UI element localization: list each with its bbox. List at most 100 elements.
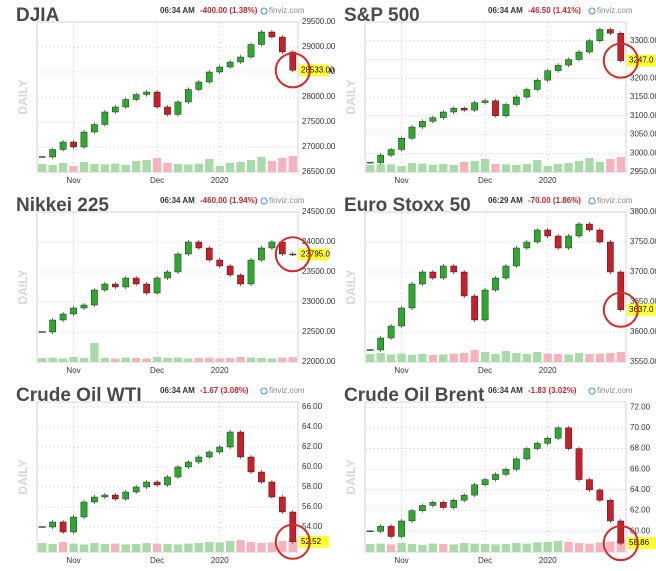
y-tick-label: 3050.00 bbox=[630, 130, 656, 139]
volume-bar bbox=[58, 358, 68, 362]
candle bbox=[471, 102, 478, 111]
candle bbox=[143, 283, 150, 294]
candle bbox=[111, 494, 119, 500]
volume-bar bbox=[58, 542, 68, 552]
candle bbox=[143, 91, 150, 95]
x-tick-label: Nov bbox=[394, 176, 408, 185]
volume-bar bbox=[225, 163, 235, 172]
volume-bar bbox=[418, 544, 427, 552]
candle bbox=[237, 431, 244, 458]
candle bbox=[268, 481, 276, 498]
candle bbox=[513, 247, 520, 267]
time: 06:34 AM bbox=[488, 386, 523, 395]
source-icon bbox=[260, 7, 268, 15]
volume-bar bbox=[397, 543, 406, 552]
candle bbox=[164, 476, 171, 486]
volume-bar bbox=[522, 164, 531, 172]
volume-bar bbox=[236, 162, 245, 172]
volume-bar bbox=[386, 544, 396, 552]
volume-bar bbox=[553, 164, 563, 172]
y-axis-title: DAILY bbox=[344, 80, 358, 115]
volume-bar bbox=[173, 544, 183, 552]
last-price: 3637.0 bbox=[629, 305, 654, 314]
volume-bar bbox=[595, 542, 605, 552]
candle bbox=[533, 443, 541, 449]
candle bbox=[101, 283, 109, 291]
x-tick-label: Dec bbox=[478, 556, 492, 565]
volume-bar bbox=[90, 164, 99, 172]
volume-bar bbox=[512, 165, 521, 172]
last-price-box bbox=[299, 535, 329, 548]
volume-bar bbox=[79, 162, 89, 172]
panel-title: S&P 500 bbox=[344, 5, 420, 26]
candle bbox=[80, 304, 88, 309]
y-axis-title: DAILY bbox=[16, 270, 30, 305]
volume-bar bbox=[564, 542, 573, 552]
y-tick-label: 58.00 bbox=[302, 482, 323, 491]
volume-bar bbox=[205, 542, 214, 552]
candle bbox=[398, 307, 405, 327]
candle bbox=[481, 479, 489, 485]
candle bbox=[153, 481, 161, 486]
volume-bar bbox=[386, 164, 396, 172]
volume-bar bbox=[215, 358, 224, 362]
volume-bar bbox=[257, 358, 266, 362]
candle bbox=[460, 271, 468, 297]
source-icon bbox=[588, 197, 596, 205]
candle bbox=[226, 61, 234, 68]
change: -70.00 (1.86%) bbox=[528, 196, 581, 205]
candle bbox=[132, 486, 140, 493]
volume-bar bbox=[418, 163, 427, 172]
candle bbox=[247, 44, 255, 58]
y-tick-label: 56.00 bbox=[302, 502, 323, 511]
volume-bar bbox=[121, 544, 130, 552]
candle bbox=[617, 520, 625, 544]
y-tick-label: 3000.00 bbox=[630, 148, 656, 157]
volume-bar bbox=[58, 163, 68, 172]
last-price: 28533.00 bbox=[301, 65, 335, 74]
candle bbox=[513, 96, 520, 105]
candle bbox=[247, 259, 255, 285]
y-tick-label: 23000.00 bbox=[302, 297, 336, 306]
candle bbox=[544, 229, 552, 237]
candle bbox=[59, 521, 67, 533]
volume-bar bbox=[533, 160, 542, 172]
y-tick-label: 66.00 bbox=[302, 402, 323, 411]
y-tick-label: 68.00 bbox=[630, 444, 651, 453]
volume-bar bbox=[100, 358, 110, 362]
volume-bar bbox=[163, 358, 172, 362]
candle bbox=[408, 510, 416, 522]
volume-bar bbox=[460, 543, 469, 552]
candle bbox=[216, 446, 224, 453]
candle bbox=[195, 81, 203, 90]
x-tick-label: Dec bbox=[150, 556, 164, 565]
y-tick-label: 2950.00 bbox=[630, 167, 656, 176]
volume-bar bbox=[428, 164, 438, 172]
candle bbox=[205, 71, 213, 83]
last-price-box bbox=[627, 537, 656, 550]
volume-bar bbox=[205, 159, 214, 172]
volume-bar bbox=[407, 544, 417, 552]
volume-bar bbox=[225, 541, 235, 552]
volume-bar bbox=[246, 542, 256, 552]
volume-bar bbox=[38, 543, 47, 552]
candle bbox=[59, 313, 67, 321]
candle bbox=[439, 111, 447, 118]
y-tick-label: 22000.00 bbox=[302, 357, 336, 366]
candle bbox=[268, 241, 276, 249]
candle bbox=[586, 40, 593, 53]
candle bbox=[247, 456, 255, 473]
last-price: 52.52 bbox=[301, 537, 322, 546]
x-tick-label: Nov bbox=[66, 556, 80, 565]
volume-bar bbox=[246, 160, 256, 172]
change: -400.00 (1.38%) bbox=[200, 6, 258, 15]
candle bbox=[554, 235, 562, 249]
candle bbox=[49, 521, 56, 528]
panel-title: DJIA bbox=[16, 5, 60, 26]
time: 06:34 AM bbox=[160, 386, 195, 395]
volume-bar bbox=[386, 354, 396, 362]
highlight-ring bbox=[274, 523, 311, 560]
volume-bar bbox=[111, 163, 120, 172]
volume-bar bbox=[184, 164, 193, 172]
volume-bar bbox=[397, 166, 406, 172]
